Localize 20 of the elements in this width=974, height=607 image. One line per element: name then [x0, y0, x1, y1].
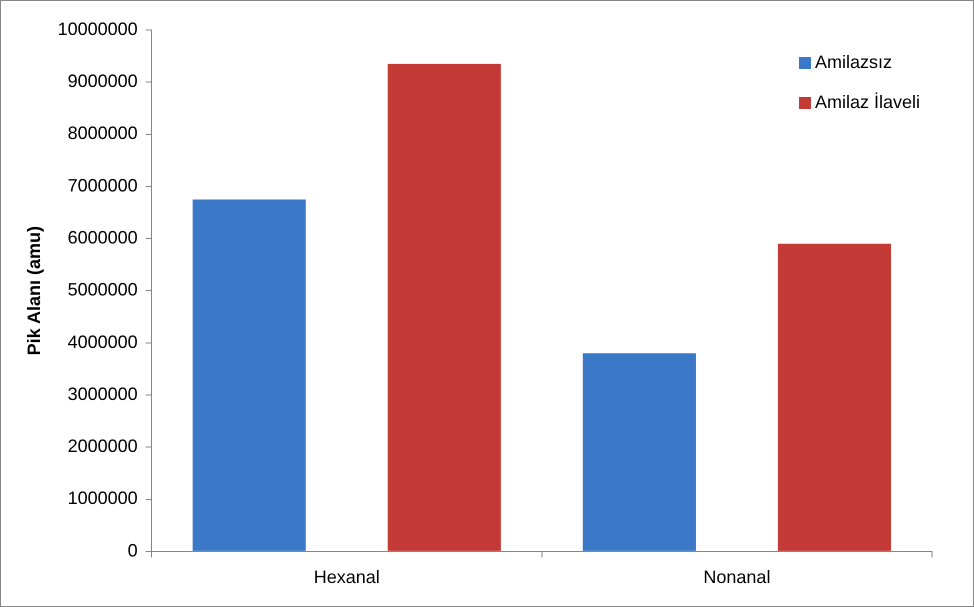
bar [582, 353, 696, 551]
y-tick-label: 3000000 [68, 384, 138, 404]
legend-label: Amilaz İlaveli [814, 92, 920, 112]
y-tick-label: 9000000 [68, 71, 138, 92]
bar [388, 64, 501, 551]
bar [192, 199, 306, 551]
y-tick-label: 8000000 [68, 123, 138, 144]
y-tick-label: 2000000 [68, 436, 138, 456]
y-tick-label: 5000000 [68, 280, 138, 300]
y-tick-label: 1000000 [68, 488, 138, 508]
y-axis-title: Pik Alanı (amu) [24, 226, 44, 356]
y-tick-label: 4000000 [68, 332, 138, 352]
y-tick-label: 0 [128, 540, 138, 560]
x-tick-label: Hexanal [314, 567, 380, 588]
x-tick-label: Nonanal [703, 567, 770, 588]
y-tick-label: 10000000 [58, 18, 138, 39]
bar [778, 244, 892, 551]
y-tick-label: 6000000 [68, 228, 138, 248]
y-tick-label: 7000000 [68, 175, 138, 196]
legend-label: Amilazsız [814, 52, 892, 72]
